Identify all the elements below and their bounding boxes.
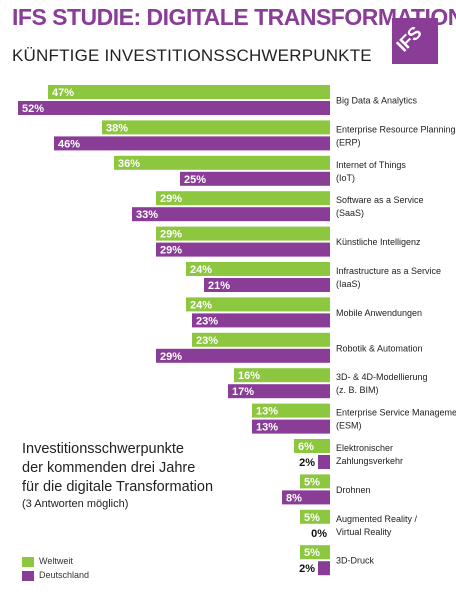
- value-label-deutschland-9: 13%: [256, 422, 278, 434]
- category-label-5-1: (IaaS): [336, 279, 361, 289]
- value-label-deutschland-10: 2%: [299, 457, 315, 469]
- bar-weltweit-0: [48, 85, 330, 99]
- description-line-1: Investitionsschwerpunkte: [22, 441, 184, 457]
- bar-weltweit-3: [156, 191, 330, 206]
- description-note: (3 Antworten möglich): [22, 498, 129, 510]
- bar-weltweit-12: [300, 509, 330, 524]
- bar-deutschland-5: [204, 278, 330, 292]
- category-label-11-0: Drohnen: [336, 485, 371, 495]
- value-label-deutschland-2: 25%: [184, 174, 206, 186]
- category-label-7-0: Robotik & Automation: [336, 343, 423, 353]
- category-label-9-0: Enterprise Service Management: [336, 408, 456, 418]
- category-label-9-1: (ESM): [336, 421, 362, 431]
- value-label-weltweit-6: 24%: [190, 299, 212, 311]
- value-label-deutschland-3: 33%: [136, 209, 158, 221]
- value-label-weltweit-9: 13%: [256, 406, 278, 418]
- chart-description: Investitionsschwerpunkte der kommenden d…: [22, 440, 272, 512]
- category-label-12-0: Augmented Reality /: [336, 514, 418, 524]
- category-label-6-0: Mobile Anwendungen: [336, 308, 422, 318]
- bar-deutschland-13: [318, 561, 330, 576]
- value-label-weltweit-3: 29%: [160, 193, 182, 205]
- bar-deutschland-10: [318, 455, 330, 469]
- chart-title: IFS STUDIE: DIGITALE TRANSFORMATION: [12, 4, 456, 30]
- bar-deutschland-8: [228, 384, 330, 399]
- bar-deutschland-11: [282, 490, 330, 505]
- category-label-13-0: 3D-Druck: [336, 556, 375, 566]
- value-label-weltweit-7: 23%: [196, 335, 218, 347]
- value-label-weltweit-2: 36%: [118, 158, 140, 170]
- category-label-5-0: Infrastructure as a Service: [336, 266, 441, 276]
- category-label-0-0: Big Data & Analytics: [336, 96, 418, 106]
- value-label-deutschland-12: 0%: [311, 528, 327, 540]
- bar-deutschland-6: [192, 313, 330, 328]
- bar-weltweit-8: [234, 368, 330, 383]
- value-label-deutschland-7: 29%: [160, 351, 182, 363]
- legend-label-deutschland: Deutschland: [39, 570, 90, 580]
- bar-deutschland-2: [180, 171, 330, 186]
- bar-deutschland-3: [132, 207, 330, 222]
- description-line-3: für die digitale Transformation: [22, 479, 214, 495]
- bar-weltweit-11: [300, 474, 330, 489]
- category-label-8-1: (z. B. BIM): [336, 385, 379, 395]
- bar-weltweit-7: [192, 332, 330, 347]
- bar-weltweit-2: [114, 155, 330, 170]
- bar-weltweit-4: [156, 226, 330, 241]
- legend-label-weltweit: Weltweit: [39, 556, 73, 566]
- value-label-weltweit-10: 6%: [298, 441, 314, 453]
- legend-swatch-weltweit: [22, 557, 34, 567]
- value-label-deutschland-8: 17%: [232, 386, 254, 398]
- ifs-logo: IFS: [392, 18, 438, 64]
- bar-weltweit-9: [252, 403, 330, 418]
- bar-deutschland-1: [54, 136, 330, 151]
- category-label-1-0: Enterprise Resource Planning: [336, 124, 456, 134]
- bar-weltweit-10: [294, 439, 330, 453]
- bar-deutschland-7: [156, 348, 330, 363]
- category-label-1-1: (ERP): [336, 137, 361, 147]
- bar-deutschland-0: [18, 101, 330, 115]
- value-label-weltweit-13: 5%: [304, 547, 320, 559]
- value-label-weltweit-12: 5%: [304, 512, 320, 524]
- value-label-weltweit-8: 16%: [238, 370, 260, 382]
- bar-weltweit-6: [186, 297, 330, 312]
- chart-subtitle: KÜNFTIGE INVESTITIONSSCHWERPUNKTE: [12, 46, 372, 65]
- value-label-deutschland-13: 2%: [299, 563, 315, 575]
- value-label-deutschland-1: 46%: [58, 138, 80, 150]
- value-label-weltweit-5: 24%: [190, 264, 212, 276]
- category-label-12-1: Virtual Reality: [336, 527, 392, 537]
- category-label-3-1: (SaaS): [336, 208, 364, 218]
- value-label-weltweit-0: 47%: [52, 87, 74, 99]
- value-label-weltweit-4: 29%: [160, 229, 182, 241]
- value-label-deutschland-0: 52%: [22, 103, 44, 115]
- category-label-2-0: Internet of Things: [336, 160, 406, 170]
- category-label-10-0: Elektronischer: [336, 443, 393, 453]
- category-label-10-1: Zahlungsverkehr: [336, 456, 403, 466]
- category-label-4-0: Künstliche Intelligenz: [336, 237, 421, 247]
- value-label-weltweit-1: 38%: [106, 122, 128, 134]
- value-label-deutschland-6: 23%: [196, 315, 218, 327]
- description-line-2: der kommenden drei Jahre: [22, 460, 196, 476]
- bar-weltweit-5: [186, 262, 330, 276]
- value-label-deutschland-11: 8%: [286, 492, 302, 504]
- category-label-2-1: (IoT): [336, 173, 355, 183]
- category-label-3-0: Software as a Service: [336, 195, 424, 205]
- bar-weltweit-13: [300, 545, 330, 560]
- bar-deutschland-4: [156, 242, 330, 257]
- value-label-weltweit-11: 5%: [304, 476, 320, 488]
- bar-weltweit-1: [102, 120, 330, 135]
- value-label-deutschland-5: 21%: [208, 280, 230, 292]
- value-label-deutschland-4: 29%: [160, 245, 182, 257]
- bar-deutschland-9: [252, 419, 330, 434]
- category-label-8-0: 3D- & 4D-Modellierung: [336, 372, 428, 382]
- legend-swatch-deutschland: [22, 571, 34, 581]
